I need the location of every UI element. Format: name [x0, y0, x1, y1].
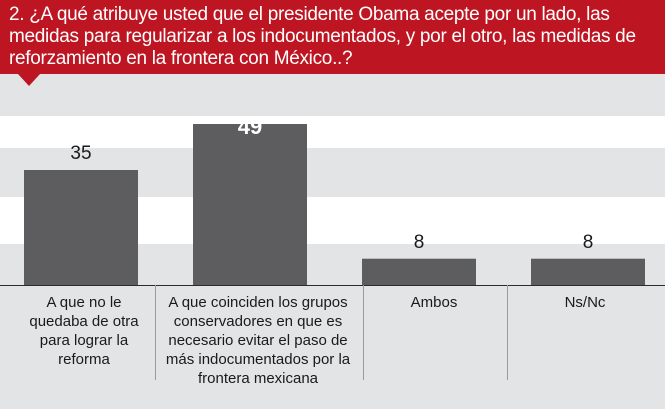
header-pointer: [18, 74, 40, 86]
value-label: 49: [237, 114, 263, 139]
background-band: [0, 116, 665, 148]
bar: [193, 124, 307, 285]
value-label: 8: [413, 231, 425, 253]
category-label: A que no le quedaba de otra para lograr …: [29, 294, 139, 368]
value-label: 35: [70, 143, 92, 164]
value-label: 8: [582, 231, 594, 253]
question-header: 2. ¿A qué atribuye usted que el presiden…: [0, 0, 665, 74]
question-text: 2. ¿A qué atribuye usted que el presiden…: [9, 4, 636, 69]
bar: [531, 258, 645, 285]
category-label: Ns/Nc: [564, 294, 606, 311]
bar: [362, 258, 476, 285]
bar: [24, 170, 138, 285]
category-label: Ambos: [410, 294, 458, 311]
category-label: A que coinciden los grupos conservadores…: [165, 294, 351, 387]
